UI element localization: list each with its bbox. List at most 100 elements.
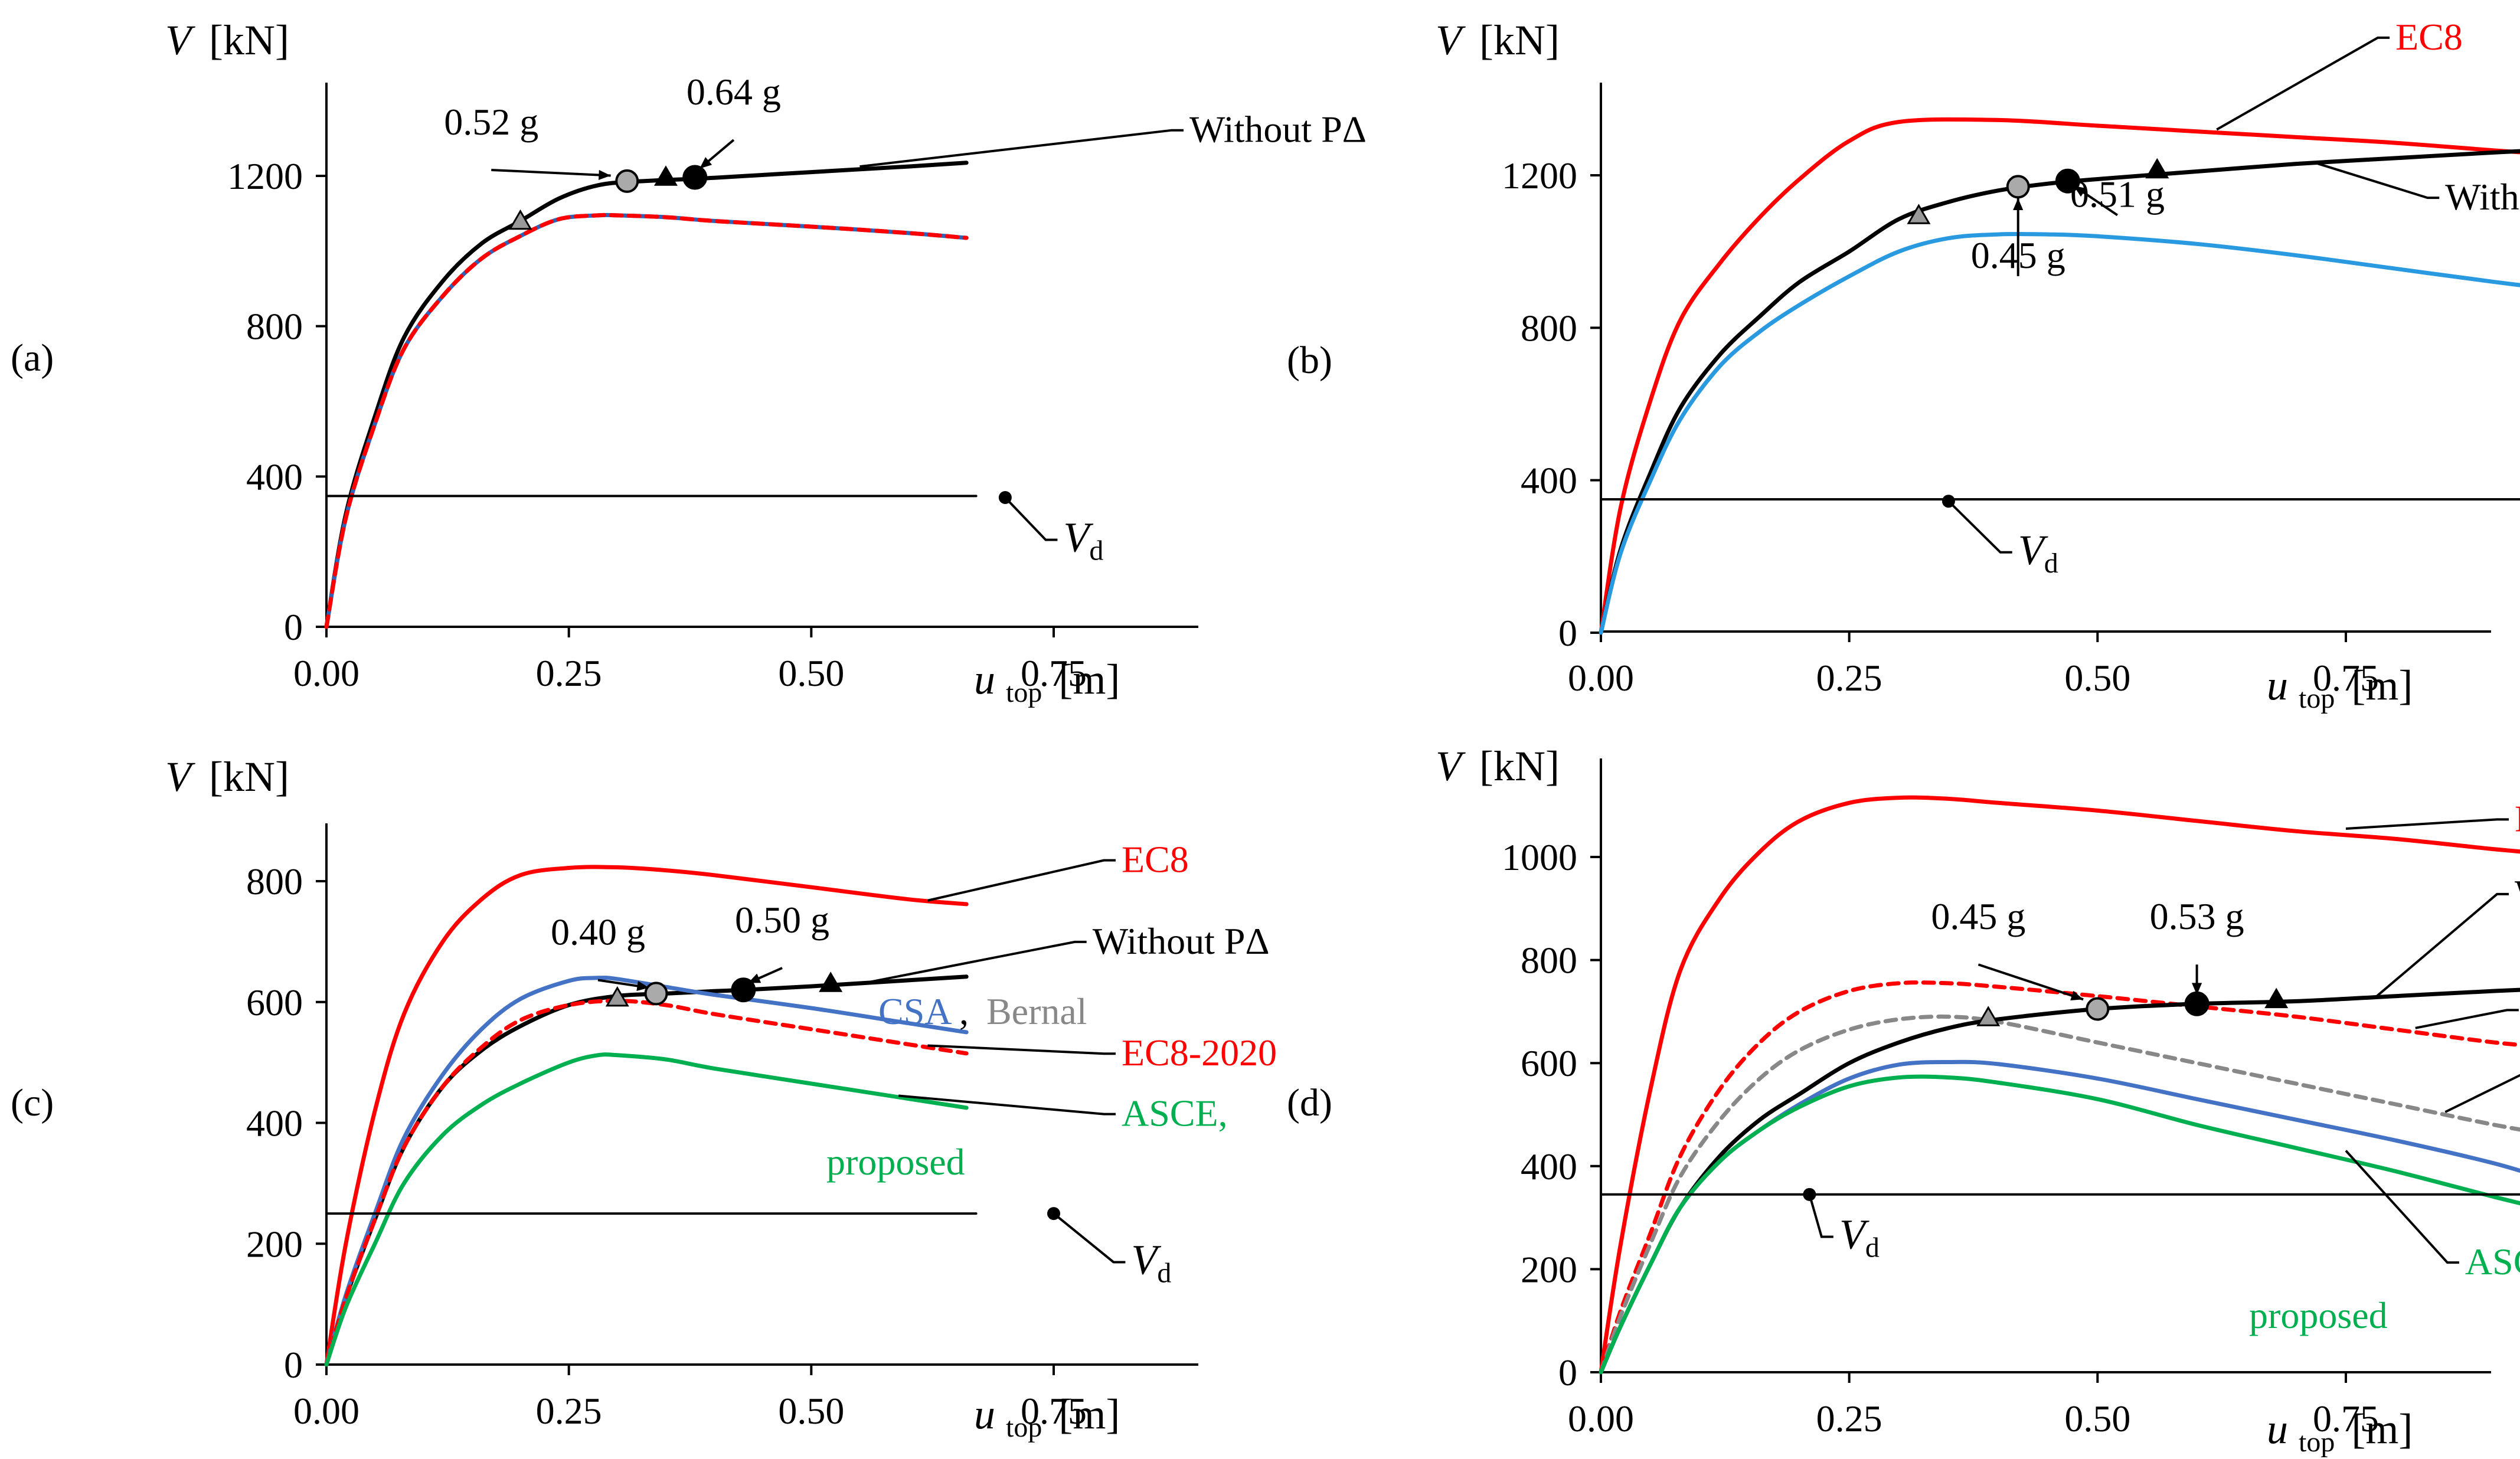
panel-d-marker-triangle: [1976, 1006, 2001, 1026]
panel-d-annotation-label: Without PΔ: [2515, 872, 2520, 914]
panel-a-plot: 0.00 0.25 0.50 0.75 0 400 800 1200 0.52 g 0.64 g W…: [227, 71, 1367, 694]
panel-d-xtick-label: 0.75: [2313, 1398, 2379, 1440]
panel-b-marker-circle: [2006, 175, 2030, 199]
panel-c-annotation-label: 0.50 g: [735, 899, 829, 941]
panel-a-xlabel-unit: [m]: [1058, 656, 1120, 703]
panel-d-xlabel-var: u: [2267, 1405, 2288, 1453]
panel-a-annotation-leader: [859, 129, 1184, 168]
panel-c-series-ec8-2020: [324, 999, 969, 1367]
panel-b-xtick-label: 0.50: [2064, 657, 2130, 699]
panel-c-xlabel: u top [m]: [974, 1391, 1120, 1446]
panel-d-annotation-label: EC8: [2515, 797, 2520, 839]
panel-b-series-with-p-: [1599, 231, 2520, 635]
panel-c-ytick-label: 800: [246, 861, 303, 902]
panel-b-plot: 0.00 0.25 0.50 0.75 0 400 800 1200 EC8 0.51 g0.45…: [1502, 16, 2520, 699]
panel-b-series-without-p-: [1599, 149, 2520, 635]
panel-c-xtick-label: 0.25: [536, 1390, 602, 1432]
panel-c-annotation-leader: [898, 1094, 1116, 1115]
panel-c-marker-dot: [1047, 1207, 1060, 1221]
panel-d-annotation-leader: [1808, 1194, 1833, 1238]
panel-c-xtick-label: 0.50: [778, 1390, 844, 1432]
panel-c-marker-triangle: [605, 986, 629, 1007]
panel-b-ylabel-var: V: [1436, 17, 1466, 64]
panel-d-ytick-label: 400: [1521, 1146, 1577, 1188]
panel-d-annotation-arrowhead: [2070, 990, 2084, 1001]
panel-a-ylabel-var: V: [165, 17, 195, 64]
panel-d-annotation-leader: [2345, 818, 2509, 830]
panel-c-annotation-leader: [859, 940, 1087, 986]
panel-b-annotation-label: EC8: [2395, 16, 2463, 58]
panel-b-xlabel-var: u: [2267, 662, 2288, 709]
panel-d-label: (d): [1287, 1081, 1332, 1124]
panel-a-annotation-label: 0.64 g: [687, 71, 781, 113]
panel-a-annotation-arrowhead: [598, 169, 611, 181]
panel-d: (d) V [kN] u top [m] 0.00 0.25 0.50 0.75 0 20…: [1287, 742, 2520, 1458]
panel-c-comma: ,: [959, 990, 969, 1032]
panel-b-ytick-label: 800: [1521, 307, 1577, 349]
panel-b-xtick-label: 0.75: [2313, 657, 2379, 699]
panel-c-annotation-label: ASCE,: [1122, 1092, 1228, 1134]
panel-d-ylabel: V [kN]: [1436, 742, 1560, 790]
panel-b-annotation-leader: [2315, 162, 2440, 199]
panel-b-ylabel: V [kN]: [1436, 17, 1560, 64]
panel-b-xtick-label: 0.00: [1568, 657, 1634, 699]
panel-c-annotation-leader: [1053, 1212, 1126, 1264]
panel-d-annotation-arrow: [1978, 963, 2084, 1001]
panel-a-ytick-label: 800: [246, 306, 303, 348]
panel-c-xtick-label: 0.75: [1021, 1390, 1087, 1432]
panel-d-marker-dot: [1803, 1188, 1816, 1201]
panel-c-series-asce-proposed: [324, 1052, 969, 1367]
panel-d-xlabel-sub: top: [2299, 1427, 2335, 1458]
panel-d-ytick-label: 200: [1521, 1248, 1577, 1290]
panel-d-xtick-label: 0.50: [2064, 1398, 2130, 1440]
panel-d-annotation-label: Vd: [1839, 1211, 1880, 1263]
panel-a-xtick-label: 0.00: [293, 652, 359, 694]
panel-b-ytick-label: 1200: [1502, 155, 1577, 197]
panel-c-proposed-label: proposed: [826, 1141, 965, 1183]
panel-c-annotation-leader: [927, 859, 1116, 902]
panel-d-ytick-label: 800: [1521, 940, 1577, 982]
panel-d-ytick-label: 1000: [1502, 836, 1577, 878]
panel-d-ylabel-unit: [kN]: [1479, 742, 1560, 790]
panel-a-annotation-label: Vd: [1063, 514, 1103, 567]
panel-c-annotation-leader: [927, 1044, 1116, 1055]
panel-a-annotation-label: Without PΔ: [1189, 109, 1367, 151]
panel-a-ytick-label: 0: [284, 606, 303, 648]
panel-b-marker-triangle: [1907, 204, 1931, 224]
panel-b-marker-circle: [2055, 168, 2080, 194]
panel-b-annotation-label: Without PΔ: [2445, 176, 2520, 218]
panel-c-ytick-label: 400: [246, 1103, 303, 1144]
panel-b-ytick-label: 400: [1521, 460, 1577, 502]
panel-d-annotation-leader: [2375, 892, 2509, 998]
panel-c-annotation-label: 0.40 g: [551, 911, 645, 953]
panel-d-proposed-label: proposed: [2249, 1294, 2388, 1336]
panel-d-annotation-label: 0.45 g: [1931, 895, 2025, 937]
panel-c-xlabel-unit: [m]: [1058, 1391, 1120, 1438]
panel-a-xtick-label: 0.75: [1021, 652, 1087, 694]
panel-c: (c) V [kN] u top [m] 0.00 0.25 0.50 0.75 0 20…: [11, 753, 1277, 1446]
panel-c-annotation-label: Vd: [1131, 1236, 1171, 1288]
panel-d-xtick-label: 0.00: [1568, 1398, 1634, 1440]
panel-c-csa-label: CSA: [878, 990, 952, 1032]
panel-b: (b) V [kN] u top [m] 0.00 0.25 0.50 0.75 0 40…: [1287, 16, 2520, 714]
panel-c-bernal-label: Bernal: [986, 990, 1087, 1032]
panel-b-annotation-arrowhead: [2013, 198, 2024, 211]
panel-c-marker-circle: [644, 982, 668, 1006]
panel-a-series-without-p-: [324, 161, 969, 629]
panel-b-ytick-label: 0: [1558, 612, 1577, 654]
panel-a-label: (a): [11, 336, 54, 380]
panel-d-ytick-label: 600: [1521, 1042, 1577, 1084]
panel-a-marker-circle: [682, 165, 708, 190]
panel-c-label: (c): [11, 1081, 54, 1124]
panel-d-series-ec8: [1599, 795, 2520, 1375]
panel-a-marker-triangle: [653, 165, 678, 186]
panel-c-series-ec8: [324, 865, 969, 1367]
panel-c-ylabel-unit: [kN]: [209, 753, 289, 800]
panel-a-ylabel: V [kN]: [165, 17, 289, 64]
panel-c-xlabel-sub: top: [1006, 1412, 1042, 1443]
panel-a-xtick-label: 0.50: [778, 652, 844, 694]
panel-c-annotation-label: EC8-2020: [1122, 1032, 1277, 1074]
panel-c-ytick-label: 600: [246, 982, 303, 1023]
panel-a-annotation-arrow: [491, 168, 611, 177]
